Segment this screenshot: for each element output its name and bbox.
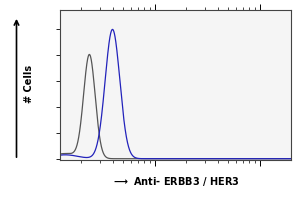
Text: # Cells: # Cells — [23, 65, 34, 103]
X-axis label: $\bf{\longrightarrow}$ Anti- ERBB3 / HER3: $\bf{\longrightarrow}$ Anti- ERBB3 / HER… — [112, 175, 239, 188]
